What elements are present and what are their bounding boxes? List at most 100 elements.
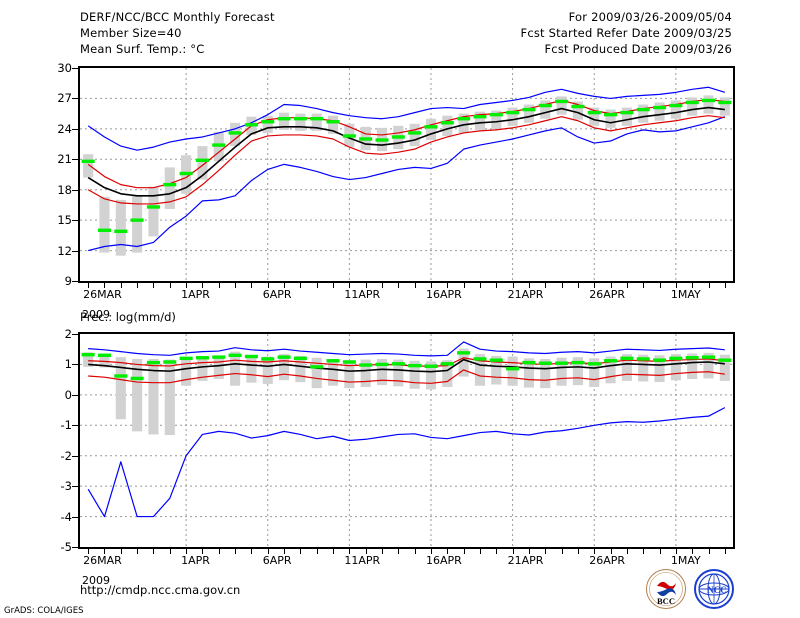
x-tick-label: 16APR bbox=[425, 288, 462, 301]
y-tick-label: 12 bbox=[57, 243, 72, 258]
x-tick-mark bbox=[479, 549, 481, 554]
y-tick-label: -1 bbox=[60, 418, 72, 433]
y-tick-label: 2 bbox=[64, 327, 72, 341]
x-tick-mark bbox=[643, 549, 645, 554]
y-tick-label: 30 bbox=[57, 61, 72, 75]
y-tick-mark bbox=[72, 547, 78, 548]
y-tick-label: 24 bbox=[57, 121, 72, 136]
x-tick-mark bbox=[610, 283, 612, 288]
y-tick-mark bbox=[72, 250, 78, 252]
y-tick-mark bbox=[72, 68, 78, 69]
x-tick-mark bbox=[594, 283, 596, 288]
y-tick-label: 21 bbox=[57, 152, 72, 167]
x-tick-mark bbox=[88, 549, 90, 554]
x-tick-mark bbox=[137, 283, 139, 288]
y-tick-mark bbox=[72, 220, 78, 222]
x-tick-mark bbox=[251, 549, 253, 554]
svg-text:BCC: BCC bbox=[657, 596, 675, 606]
x-tick-label: 1APR bbox=[181, 554, 210, 567]
y-tick-label: 15 bbox=[57, 213, 72, 228]
x-tick-mark bbox=[708, 549, 710, 554]
precipitation-plot-area bbox=[78, 332, 735, 549]
x-tick-mark bbox=[235, 549, 237, 554]
x-tick-mark bbox=[300, 283, 302, 288]
x-tick-mark bbox=[626, 549, 628, 554]
temperature-plot-svg bbox=[80, 68, 733, 281]
x-tick-mark bbox=[137, 549, 139, 554]
x-tick-label: 1APR bbox=[181, 288, 210, 301]
x-tick-mark bbox=[349, 549, 351, 554]
x-tick-mark bbox=[104, 549, 106, 554]
x-tick-mark bbox=[349, 283, 351, 288]
x-tick-mark bbox=[398, 283, 400, 288]
x-tick-mark bbox=[333, 283, 335, 288]
chart-header: DERF/NCC/BCC Monthly Forecast Member Siz… bbox=[0, 0, 800, 60]
x-tick-mark bbox=[202, 549, 204, 554]
x-tick-label: 26APR bbox=[589, 288, 626, 301]
x-tick-mark bbox=[463, 283, 465, 288]
x-tick-label: 26MAR bbox=[83, 554, 122, 567]
x-tick-mark bbox=[153, 549, 155, 554]
x-tick-mark bbox=[610, 549, 612, 554]
x-tick-mark bbox=[365, 283, 367, 288]
y-tick-mark bbox=[72, 455, 78, 457]
x-tick-mark bbox=[659, 283, 661, 288]
x-tick-mark bbox=[316, 549, 318, 554]
x-tick-mark bbox=[218, 549, 220, 554]
x-tick-mark bbox=[724, 283, 726, 288]
y-tick-mark bbox=[72, 189, 78, 191]
y-tick-mark bbox=[72, 128, 78, 130]
x-tick-mark bbox=[545, 283, 547, 288]
x-tick-mark bbox=[382, 283, 383, 288]
x-tick-label: 11APR bbox=[344, 288, 381, 301]
x-tick-mark bbox=[267, 283, 269, 288]
x-tick-mark bbox=[430, 283, 432, 288]
x-tick-mark bbox=[463, 549, 465, 554]
y-tick-label: -2 bbox=[60, 448, 72, 463]
temperature-plot-area bbox=[78, 66, 735, 283]
y-tick-mark bbox=[72, 364, 78, 366]
x-tick-label: 16APR bbox=[425, 554, 462, 567]
x-tick-label: 21APR bbox=[507, 288, 544, 301]
y-tick-label: 18 bbox=[57, 182, 72, 197]
y-tick-mark bbox=[72, 334, 78, 335]
x-tick-mark bbox=[414, 283, 416, 288]
x-tick-mark bbox=[528, 283, 530, 288]
y-tick-mark bbox=[72, 159, 78, 161]
x-tick-label: 6APR bbox=[262, 554, 292, 567]
y-tick-mark bbox=[72, 98, 78, 100]
x-tick-mark bbox=[430, 549, 432, 554]
x-tick-mark bbox=[496, 283, 498, 288]
x-tick-mark bbox=[512, 283, 514, 288]
agency-logos: BCC NCC bbox=[645, 568, 755, 610]
x-tick-mark bbox=[202, 283, 204, 288]
x-tick-mark bbox=[643, 283, 645, 288]
y-tick-mark bbox=[72, 486, 78, 488]
x-tick-mark bbox=[169, 283, 171, 288]
y-tick-label: -3 bbox=[60, 479, 72, 494]
x-tick-mark bbox=[496, 549, 498, 554]
x-tick-label: 26MAR bbox=[83, 288, 122, 301]
x-tick-mark bbox=[333, 549, 335, 554]
x-tick-mark bbox=[218, 283, 220, 288]
forecast-period-label: For 2009/03/26-2009/05/04 bbox=[568, 10, 732, 24]
x-tick-label: 21APR bbox=[507, 554, 544, 567]
temperature-chart-panel: 30 27 24 21 18 15 12 9 26MAR 1APR 6APR 11APR 16APR 2… bbox=[0, 60, 800, 321]
x-tick-mark bbox=[545, 549, 547, 554]
x-tick-mark bbox=[267, 549, 269, 554]
x-tick-mark bbox=[675, 283, 677, 288]
ncc-logo: NCC bbox=[693, 568, 735, 610]
x-tick-mark bbox=[561, 549, 563, 554]
x-tick-mark bbox=[414, 549, 416, 554]
y-tick-label: 9 bbox=[64, 274, 72, 288]
precipitation-variable-label: Prec.: log(mm/d) bbox=[80, 310, 176, 324]
x-tick-mark bbox=[577, 283, 579, 288]
cmdp-website-url[interactable]: http://cmdp.ncc.cma.gov.cn bbox=[80, 583, 241, 597]
x-tick-mark bbox=[659, 549, 661, 554]
x-tick-mark bbox=[284, 549, 286, 554]
forecast-start-date-label: Fcst Started Refer Date 2009/03/25 bbox=[520, 26, 732, 40]
precipitation-year-label: 2009 bbox=[82, 574, 110, 587]
precipitation-plot-svg bbox=[80, 334, 733, 547]
x-tick-label: 6APR bbox=[262, 288, 292, 301]
x-tick-mark bbox=[284, 283, 286, 288]
